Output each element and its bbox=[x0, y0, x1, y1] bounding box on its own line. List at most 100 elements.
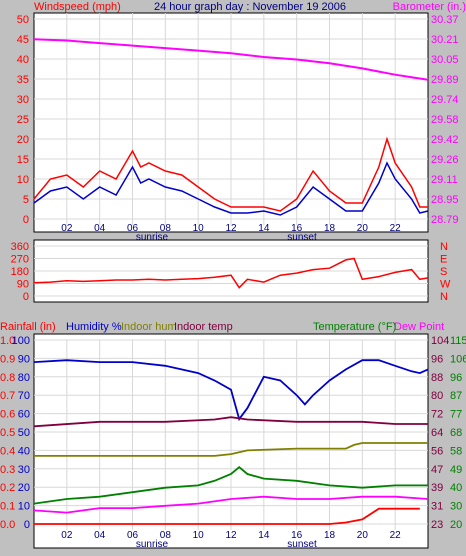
hum-tick: 100 bbox=[12, 335, 30, 347]
x-tick: 06 bbox=[127, 223, 139, 234]
series-line-panel3-0 bbox=[33, 359, 429, 422]
dir-tick: 0 bbox=[23, 291, 29, 303]
y-right-tick: 29.42 bbox=[431, 134, 459, 146]
hum-tick: 20 bbox=[18, 482, 30, 494]
x-tick-bottom: 14 bbox=[258, 530, 270, 541]
humidity-label: Humidity % bbox=[66, 321, 122, 333]
temp-tick: 72 bbox=[431, 409, 443, 421]
sunset-label-top: sunset bbox=[287, 232, 317, 243]
dew-point-label: Dew Point bbox=[394, 321, 444, 333]
x-tick-bottom: 08 bbox=[160, 530, 172, 541]
rain-tick: 0.2 bbox=[0, 482, 15, 494]
rain-tick: 0.9 bbox=[0, 353, 15, 365]
series-line-panel3-4 bbox=[33, 495, 429, 514]
hum-tick: 90 bbox=[18, 353, 30, 365]
x-tick-bottom: 10 bbox=[193, 530, 205, 541]
y-right-tick: 29.11 bbox=[431, 174, 458, 186]
y-left-tick: 45 bbox=[17, 34, 29, 46]
temp-tick: 47 bbox=[431, 464, 443, 476]
x-tick: 02 bbox=[61, 223, 73, 234]
dew-tick: 96 bbox=[450, 372, 462, 384]
y-left-tick: 10 bbox=[17, 174, 29, 186]
x-tick: 12 bbox=[225, 223, 237, 234]
hum-tick: 80 bbox=[18, 372, 30, 384]
temp-tick: 39 bbox=[431, 482, 443, 494]
rain-tick: 0.7 bbox=[0, 390, 15, 402]
compass-tick: W bbox=[440, 279, 451, 291]
y-right-tick: 30.05 bbox=[431, 54, 459, 66]
rain-tick: 0.3 bbox=[0, 464, 15, 476]
y-left-tick: 30 bbox=[17, 94, 29, 106]
dew-tick: 115 bbox=[450, 335, 466, 347]
x-tick-bottom: 22 bbox=[390, 530, 402, 541]
hum-tick: 60 bbox=[18, 409, 30, 421]
rain-tick: 0.5 bbox=[0, 427, 15, 439]
barometer-label: Barometer (in.) bbox=[393, 1, 466, 13]
compass-tick: N bbox=[440, 241, 448, 253]
hum-tick: 30 bbox=[18, 464, 30, 476]
temp-tick: 104 bbox=[431, 335, 449, 347]
y-left-tick: 15 bbox=[17, 154, 29, 166]
rain-tick: 0.8 bbox=[0, 372, 15, 384]
dew-tick: 40 bbox=[450, 482, 462, 494]
temperature-label: Temperature (°F) bbox=[313, 321, 396, 333]
y-left-tick: 50 bbox=[17, 14, 29, 26]
dew-tick: 87 bbox=[450, 390, 462, 402]
indoor-temp-label: Indoor temp bbox=[174, 321, 233, 333]
x-tick: 16 bbox=[291, 223, 303, 234]
dew-tick: 68 bbox=[450, 427, 462, 439]
y-right-tick: 28.79 bbox=[431, 214, 459, 226]
hum-tick: 10 bbox=[18, 501, 30, 513]
series-line-panel1-2 bbox=[33, 38, 429, 81]
x-tick-bottom: 06 bbox=[127, 530, 139, 541]
hum-tick: 70 bbox=[18, 390, 30, 402]
x-tick-bottom: 04 bbox=[94, 530, 106, 541]
series-line-panel1-0 bbox=[33, 136, 428, 212]
y-left-tick: 35 bbox=[17, 74, 29, 86]
x-tick-bottom: 12 bbox=[225, 530, 237, 541]
y-left-tick: 25 bbox=[17, 114, 29, 126]
dir-tick: 360 bbox=[11, 241, 29, 253]
series-line-panel3-5 bbox=[34, 507, 420, 525]
series-line-panel3-2 bbox=[33, 416, 428, 428]
temp-tick: 23 bbox=[431, 519, 443, 531]
temp-tick: 88 bbox=[431, 372, 443, 384]
x-tick: 22 bbox=[390, 223, 402, 234]
y-left-tick: 5 bbox=[23, 194, 29, 206]
chart-title: 24 hour graph day : November 19 2006 bbox=[154, 1, 346, 13]
y-left-tick: 20 bbox=[17, 134, 29, 146]
y-right-tick: 29.26 bbox=[431, 154, 459, 166]
compass-tick: N bbox=[440, 291, 448, 303]
dir-tick: 270 bbox=[11, 254, 29, 266]
series-line-panel3-1 bbox=[34, 442, 428, 457]
series-line-panel3-3 bbox=[33, 466, 428, 505]
x-tick-bottom: 02 bbox=[61, 530, 73, 541]
x-tick-bottom: 20 bbox=[357, 530, 369, 541]
dir-tick: 90 bbox=[17, 279, 29, 291]
hum-tick: 40 bbox=[18, 445, 30, 457]
y-right-tick: 30.21 bbox=[431, 34, 459, 46]
x-tick: 10 bbox=[193, 223, 205, 234]
hum-tick: 0 bbox=[24, 519, 30, 531]
direction-line bbox=[33, 257, 429, 289]
rain-tick: 0.6 bbox=[0, 409, 15, 421]
sunrise-label-bottom: sunrise bbox=[136, 539, 169, 550]
indoor-hum-label: Indoor hum bbox=[121, 321, 177, 333]
dew-tick: 49 bbox=[450, 464, 462, 476]
dew-tick: 30 bbox=[450, 501, 462, 513]
y-right-tick: 29.58 bbox=[431, 114, 459, 126]
x-tick: 20 bbox=[357, 223, 369, 234]
windspeed-label: Windspeed (mph) bbox=[34, 1, 121, 13]
x-tick: 08 bbox=[160, 223, 172, 234]
sunset-label-bottom: sunset bbox=[287, 539, 317, 550]
x-tick-bottom: 16 bbox=[291, 530, 303, 541]
temp-tick: 31 bbox=[431, 501, 443, 513]
temp-tick: 96 bbox=[431, 353, 443, 365]
x-tick-bottom: 18 bbox=[324, 530, 336, 541]
dew-tick: 106 bbox=[450, 353, 466, 365]
dir-tick: 180 bbox=[11, 266, 29, 278]
y-left-tick: 40 bbox=[17, 54, 29, 66]
series-line-panel1-1 bbox=[33, 161, 429, 216]
hum-tick: 50 bbox=[18, 427, 30, 439]
